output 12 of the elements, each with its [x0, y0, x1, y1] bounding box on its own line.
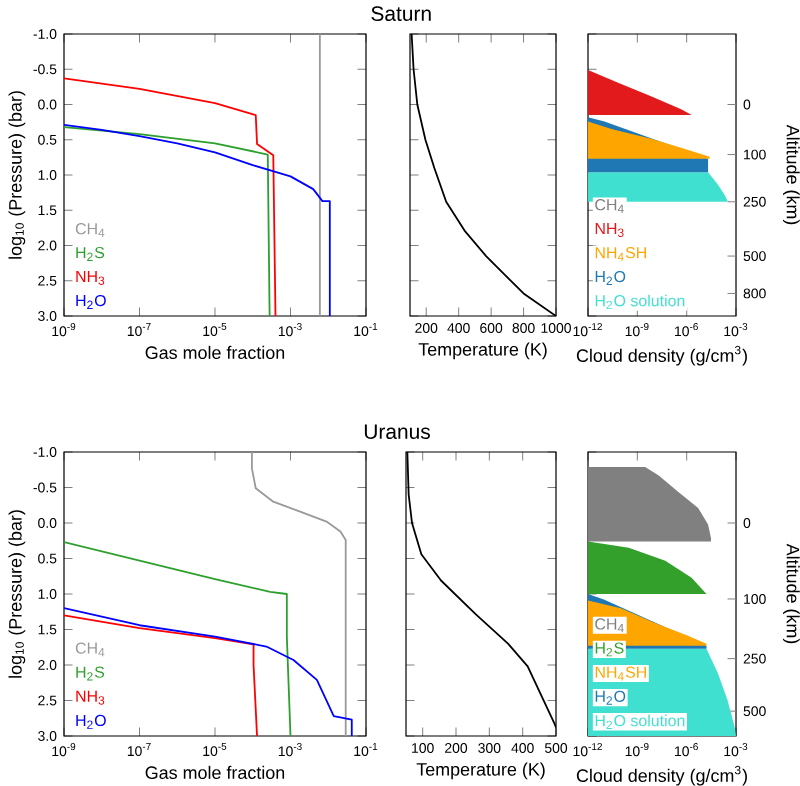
- chart-title: Saturn: [371, 6, 431, 22]
- x-axis-title: Cloud density (g/cm$^{3}$): [576, 765, 747, 786]
- x-axis-title: Temperature (K): [418, 342, 547, 360]
- y2-axis-title: Altitude (km): [783, 124, 800, 225]
- x-axis-title: Cloud density (g/cm$^{3}$): [576, 345, 747, 366]
- x-axis-title: Temperature (K): [416, 762, 545, 780]
- y-axis-title: log$_{10}$ (Pressure) (bar): [8, 91, 26, 259]
- y-axis-title: log$_{10}$ (Pressure) (bar): [8, 510, 26, 678]
- x-axis-title: Gas mole fraction: [145, 345, 285, 360]
- x-axis-title: Gas mole fraction: [145, 765, 285, 780]
- y2-axis-title: Altitude (km): [783, 543, 800, 644]
- chart-title: Uranus: [364, 424, 430, 440]
